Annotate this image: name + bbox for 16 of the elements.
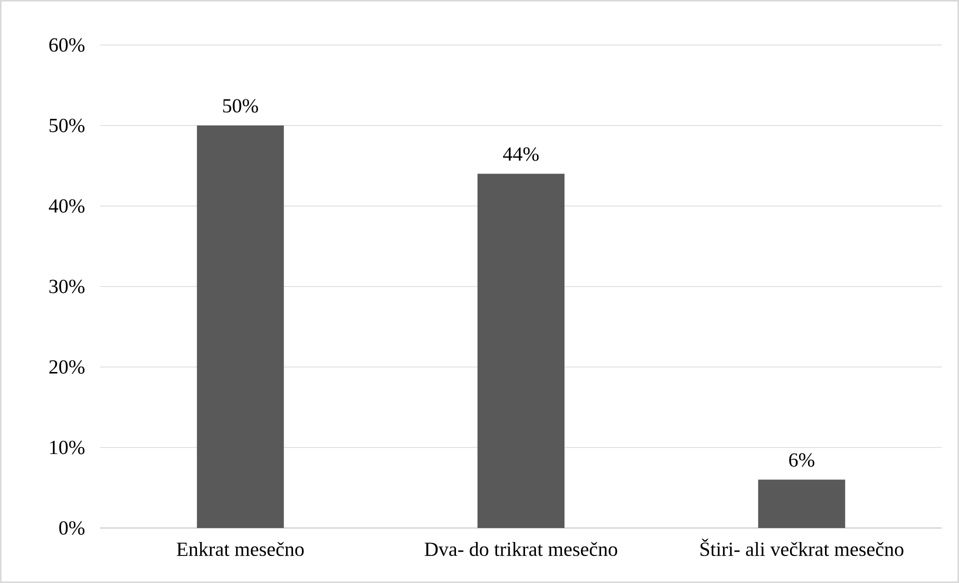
bar — [478, 174, 564, 528]
y-tick-label: 50% — [50, 118, 84, 132]
bar — [758, 480, 846, 528]
x-tick-label: Štiri- ali večkrat mesečno — [700, 538, 904, 556]
y-tick-label: 20% — [49, 360, 84, 374]
data-label: 6% — [789, 453, 814, 467]
y-tick-label: 0% — [59, 521, 84, 535]
y-tick-label: 60% — [49, 38, 84, 52]
bar — [196, 125, 284, 528]
y-tick-label: 10% — [50, 440, 84, 454]
data-label: 50% — [223, 99, 258, 113]
x-tick-label: Dva- do trikrat mesečno — [424, 542, 618, 556]
data-label: 44% — [503, 147, 539, 161]
y-tick-label: 30% — [49, 280, 84, 294]
x-tick-label: Enkrat mesečno — [176, 542, 304, 556]
y-tick-label: 40% — [48, 199, 84, 213]
